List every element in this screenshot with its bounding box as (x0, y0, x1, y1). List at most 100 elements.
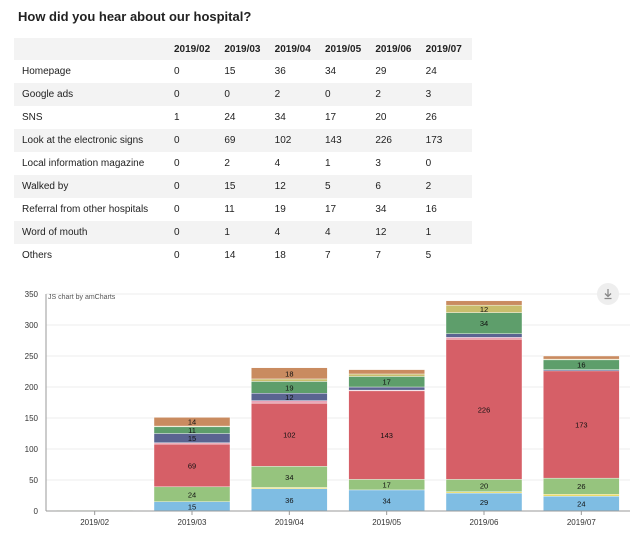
table-cell: 1 (220, 221, 271, 244)
data-label: 173 (575, 421, 588, 430)
bar-segment[interactable] (445, 339, 523, 480)
data-label: 19 (285, 383, 293, 392)
table-row: Word of mouth 0 1 4 4 12 1 (14, 221, 472, 244)
bar-segment[interactable] (445, 337, 523, 340)
bar-segment[interactable] (153, 443, 231, 488)
table-row: Referral from other hospitals 0 11 19 17… (14, 198, 472, 221)
table-cell: 15 (220, 175, 271, 198)
bar-segment[interactable] (445, 300, 523, 306)
x-tick-label: 2019/04 (275, 518, 304, 527)
table-cell: 20 (375, 112, 387, 123)
bar-segment[interactable] (348, 386, 425, 391)
x-tick-label: 2019/02 (80, 518, 109, 527)
table-cell: 3 (375, 158, 381, 169)
row-label: SNS (22, 112, 43, 123)
data-label: 29 (480, 498, 488, 507)
table-cell: 1 (174, 112, 180, 123)
bar-segment[interactable] (543, 494, 620, 497)
bar-segment[interactable] (348, 390, 425, 480)
table-cell: 4 (270, 221, 321, 244)
x-tick-label: 2019/07 (567, 518, 596, 527)
table-cell: 1 (421, 221, 472, 244)
data-label: 14 (188, 418, 196, 427)
table-cell: 2 (371, 83, 422, 106)
table-cell: 34 (324, 66, 337, 77)
table-cell: 0 (170, 221, 221, 244)
bar-segment[interactable] (445, 333, 523, 338)
table-cell: 2 (224, 158, 230, 169)
bar-segment[interactable] (251, 378, 328, 382)
bar-segment[interactable] (251, 367, 328, 380)
table-cell: 6 (371, 175, 422, 198)
row-label: Referral from other hospitals (22, 204, 149, 215)
bar-segment[interactable] (543, 370, 620, 479)
chart-credit[interactable]: JS chart by amCharts (48, 294, 116, 301)
table-cell: 0 (170, 83, 221, 106)
table-cell: 34 (274, 112, 286, 123)
table-cell: 3 (421, 83, 472, 106)
download-icon (604, 289, 612, 300)
download-button[interactable] (597, 283, 619, 305)
data-label: 69 (188, 461, 196, 470)
y-tick-label: 50 (29, 476, 38, 485)
column-header: 2019/07 (421, 38, 472, 60)
chart-segment-labels: 1524691511143634102121918341714317292022… (188, 305, 588, 511)
data-label: 18 (285, 369, 293, 378)
survey-table: 2019/02 2019/03 2019/04 2019/05 2019/06 … (14, 38, 472, 267)
table-cell: 11 (224, 204, 235, 215)
table-row: Google ads 0 0 2 0 2 3 (14, 83, 472, 106)
bar-segment[interactable] (348, 373, 425, 377)
table-cell: 173 (421, 129, 472, 152)
bar-segment[interactable] (543, 355, 620, 360)
bar-segment[interactable] (251, 402, 328, 467)
bar-segment[interactable] (153, 417, 231, 427)
data-label: 12 (480, 305, 488, 314)
data-label: 34 (480, 319, 488, 328)
chart-bars (56, 300, 620, 512)
data-label: 17 (382, 378, 390, 387)
table-cell: 18 (274, 250, 286, 261)
data-label: 36 (285, 496, 293, 505)
table-cell: 69 (220, 129, 271, 152)
row-label: Look at the electronic signs (14, 129, 170, 152)
table-cell: 1 (324, 158, 331, 169)
table-cell: 2 (270, 83, 321, 106)
table-cell: 0 (220, 83, 271, 106)
x-tick-label: 2019/06 (470, 518, 499, 527)
column-header: 2019/05 (320, 38, 372, 60)
table-cell: 4 (320, 221, 372, 244)
data-label: 226 (478, 405, 491, 414)
table-cell: 7 (324, 250, 331, 261)
row-label: Local information magazine (22, 158, 145, 169)
table-cell: 36 (274, 66, 286, 77)
row-label: Walked by (14, 175, 170, 198)
table-cell: 12 (371, 221, 422, 244)
table-cell: 7 (375, 250, 381, 261)
data-label: 17 (382, 481, 390, 490)
y-tick-label: 200 (25, 383, 39, 392)
y-tick-label: 150 (25, 414, 39, 423)
table-row: Look at the electronic signs 0 69 102 14… (14, 129, 472, 152)
bar-segment[interactable] (348, 369, 425, 375)
data-label: 34 (285, 473, 293, 482)
table-cell: 34 (375, 204, 387, 215)
row-label: Homepage (22, 66, 71, 77)
column-header: 2019/04 (270, 38, 321, 60)
table-cell: 29 (375, 66, 387, 77)
table-cell: 15 (224, 66, 236, 77)
x-tick-label: 2019/03 (178, 518, 207, 527)
table-header-row: 2019/02 2019/03 2019/04 2019/05 2019/06 … (14, 38, 472, 60)
table-cell: 0 (174, 250, 180, 261)
row-label: Others (22, 250, 53, 261)
data-label: 24 (577, 500, 585, 509)
table-row: Local information magazine 0 2 4 1 3 0 (14, 152, 472, 175)
table-cell: 4 (274, 158, 281, 169)
column-header: 2019/06 (371, 38, 422, 60)
y-axis: 0 50 100 150 200 250 300 350 (25, 290, 47, 516)
stacked-bar-chart: 1524691511143634102121918341714317292022… (25, 290, 630, 527)
data-label: 102 (283, 431, 296, 440)
data-label: 20 (480, 482, 488, 491)
data-label: 15 (188, 434, 196, 443)
table-corner-header (14, 38, 170, 60)
x-tick-label: 2019/05 (372, 518, 401, 527)
